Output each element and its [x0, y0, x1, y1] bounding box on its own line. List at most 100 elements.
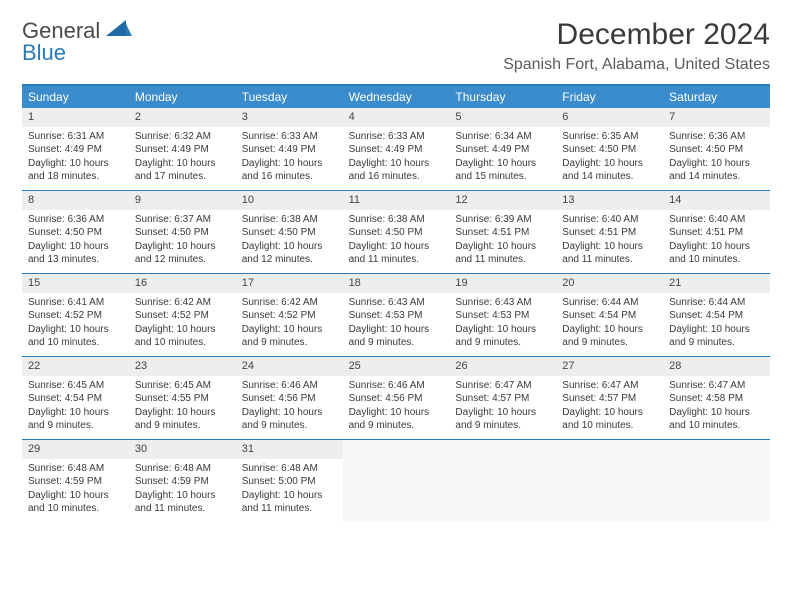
logo-triangle-icon	[106, 18, 132, 38]
day-line: Daylight: 10 hours	[349, 157, 444, 171]
day-body: Sunrise: 6:40 AMSunset: 4:51 PMDaylight:…	[556, 210, 663, 271]
day-line: Sunset: 4:59 PM	[28, 475, 123, 489]
day-line: and 12 minutes.	[135, 253, 230, 267]
day-cell: 26Sunrise: 6:47 AMSunset: 4:57 PMDayligh…	[449, 357, 556, 439]
day-line: Sunrise: 6:40 AM	[562, 213, 657, 227]
day-line: Sunrise: 6:43 AM	[349, 296, 444, 310]
day-line: Daylight: 10 hours	[455, 323, 550, 337]
day-body: Sunrise: 6:43 AMSunset: 4:53 PMDaylight:…	[343, 293, 450, 354]
day-cell: 12Sunrise: 6:39 AMSunset: 4:51 PMDayligh…	[449, 191, 556, 273]
day-body: Sunrise: 6:37 AMSunset: 4:50 PMDaylight:…	[129, 210, 236, 271]
day-line: Sunrise: 6:38 AM	[242, 213, 337, 227]
day-line: and 11 minutes.	[455, 253, 550, 267]
day-number: 23	[129, 357, 236, 376]
day-cell: 31Sunrise: 6:48 AMSunset: 5:00 PMDayligh…	[236, 440, 343, 522]
day-line: Sunrise: 6:38 AM	[349, 213, 444, 227]
day-line: and 9 minutes.	[669, 336, 764, 350]
day-line: and 16 minutes.	[349, 170, 444, 184]
day-body: Sunrise: 6:42 AMSunset: 4:52 PMDaylight:…	[129, 293, 236, 354]
day-line: Sunset: 4:57 PM	[455, 392, 550, 406]
week-row: 8Sunrise: 6:36 AMSunset: 4:50 PMDaylight…	[22, 190, 770, 273]
day-body: Sunrise: 6:39 AMSunset: 4:51 PMDaylight:…	[449, 210, 556, 271]
day-line: Sunset: 4:49 PM	[135, 143, 230, 157]
day-cell: 30Sunrise: 6:48 AMSunset: 4:59 PMDayligh…	[129, 440, 236, 522]
day-line: Sunrise: 6:47 AM	[562, 379, 657, 393]
day-line: Sunset: 4:53 PM	[349, 309, 444, 323]
day-cell: 3Sunrise: 6:33 AMSunset: 4:49 PMDaylight…	[236, 108, 343, 190]
day-line: and 9 minutes.	[562, 336, 657, 350]
day-line: Daylight: 10 hours	[242, 157, 337, 171]
day-line: Sunrise: 6:31 AM	[28, 130, 123, 144]
day-number: 22	[22, 357, 129, 376]
day-line: and 14 minutes.	[562, 170, 657, 184]
day-line: Sunrise: 6:46 AM	[349, 379, 444, 393]
day-line: Sunrise: 6:48 AM	[28, 462, 123, 476]
day-header-cell: Monday	[129, 86, 236, 108]
day-number: 15	[22, 274, 129, 293]
day-line: Sunrise: 6:43 AM	[455, 296, 550, 310]
day-body: Sunrise: 6:47 AMSunset: 4:58 PMDaylight:…	[663, 376, 770, 437]
calendar: SundayMondayTuesdayWednesdayThursdayFrid…	[22, 84, 770, 522]
day-line: and 9 minutes.	[28, 419, 123, 433]
day-line: and 9 minutes.	[349, 419, 444, 433]
day-number: 17	[236, 274, 343, 293]
day-cell: 20Sunrise: 6:44 AMSunset: 4:54 PMDayligh…	[556, 274, 663, 356]
day-body: Sunrise: 6:40 AMSunset: 4:51 PMDaylight:…	[663, 210, 770, 271]
day-line: and 9 minutes.	[455, 419, 550, 433]
day-number: 16	[129, 274, 236, 293]
day-line: Sunrise: 6:34 AM	[455, 130, 550, 144]
day-number: 24	[236, 357, 343, 376]
day-cell: 18Sunrise: 6:43 AMSunset: 4:53 PMDayligh…	[343, 274, 450, 356]
title-block: December 2024 Spanish Fort, Alabama, Uni…	[503, 18, 770, 74]
day-line: Daylight: 10 hours	[242, 406, 337, 420]
day-cell: 14Sunrise: 6:40 AMSunset: 4:51 PMDayligh…	[663, 191, 770, 273]
day-number: 14	[663, 191, 770, 210]
week-row: 29Sunrise: 6:48 AMSunset: 4:59 PMDayligh…	[22, 439, 770, 522]
day-cell: 17Sunrise: 6:42 AMSunset: 4:52 PMDayligh…	[236, 274, 343, 356]
day-line: Sunset: 4:50 PM	[242, 226, 337, 240]
day-number: 9	[129, 191, 236, 210]
day-cell: 29Sunrise: 6:48 AMSunset: 4:59 PMDayligh…	[22, 440, 129, 522]
day-body: Sunrise: 6:47 AMSunset: 4:57 PMDaylight:…	[556, 376, 663, 437]
day-header-cell: Wednesday	[343, 86, 450, 108]
day-line: Sunset: 4:57 PM	[562, 392, 657, 406]
week-row: 22Sunrise: 6:45 AMSunset: 4:54 PMDayligh…	[22, 356, 770, 439]
week-row: 1Sunrise: 6:31 AMSunset: 4:49 PMDaylight…	[22, 108, 770, 190]
day-line: Daylight: 10 hours	[455, 406, 550, 420]
day-line: Daylight: 10 hours	[28, 406, 123, 420]
day-header-cell: Thursday	[449, 86, 556, 108]
day-line: Daylight: 10 hours	[28, 489, 123, 503]
day-line: and 9 minutes.	[242, 336, 337, 350]
day-line: Sunrise: 6:44 AM	[669, 296, 764, 310]
day-line: and 18 minutes.	[28, 170, 123, 184]
day-line: and 11 minutes.	[242, 502, 337, 516]
day-line: Sunset: 4:49 PM	[455, 143, 550, 157]
day-line: Sunrise: 6:33 AM	[242, 130, 337, 144]
day-line: and 10 minutes.	[28, 502, 123, 516]
day-line: and 9 minutes.	[455, 336, 550, 350]
day-line: Sunset: 4:54 PM	[28, 392, 123, 406]
day-body: Sunrise: 6:47 AMSunset: 4:57 PMDaylight:…	[449, 376, 556, 437]
day-line: Daylight: 10 hours	[669, 240, 764, 254]
day-body: Sunrise: 6:36 AMSunset: 4:50 PMDaylight:…	[663, 127, 770, 188]
day-cell: 6Sunrise: 6:35 AMSunset: 4:50 PMDaylight…	[556, 108, 663, 190]
day-line: Sunset: 4:50 PM	[28, 226, 123, 240]
day-number: 27	[556, 357, 663, 376]
day-body: Sunrise: 6:45 AMSunset: 4:54 PMDaylight:…	[22, 376, 129, 437]
day-line: and 11 minutes.	[562, 253, 657, 267]
logo: General Blue	[22, 18, 132, 64]
day-line: Daylight: 10 hours	[28, 240, 123, 254]
day-line: Sunrise: 6:45 AM	[28, 379, 123, 393]
day-body: Sunrise: 6:43 AMSunset: 4:53 PMDaylight:…	[449, 293, 556, 354]
day-line: Sunrise: 6:37 AM	[135, 213, 230, 227]
day-line: Sunset: 4:56 PM	[242, 392, 337, 406]
day-cell: 22Sunrise: 6:45 AMSunset: 4:54 PMDayligh…	[22, 357, 129, 439]
day-cell: 8Sunrise: 6:36 AMSunset: 4:50 PMDaylight…	[22, 191, 129, 273]
day-line: Sunset: 4:54 PM	[562, 309, 657, 323]
day-line: Daylight: 10 hours	[562, 323, 657, 337]
day-body: Sunrise: 6:45 AMSunset: 4:55 PMDaylight:…	[129, 376, 236, 437]
day-line: Sunset: 4:50 PM	[562, 143, 657, 157]
day-number: 7	[663, 108, 770, 127]
day-cell: 16Sunrise: 6:42 AMSunset: 4:52 PMDayligh…	[129, 274, 236, 356]
day-line: and 15 minutes.	[455, 170, 550, 184]
